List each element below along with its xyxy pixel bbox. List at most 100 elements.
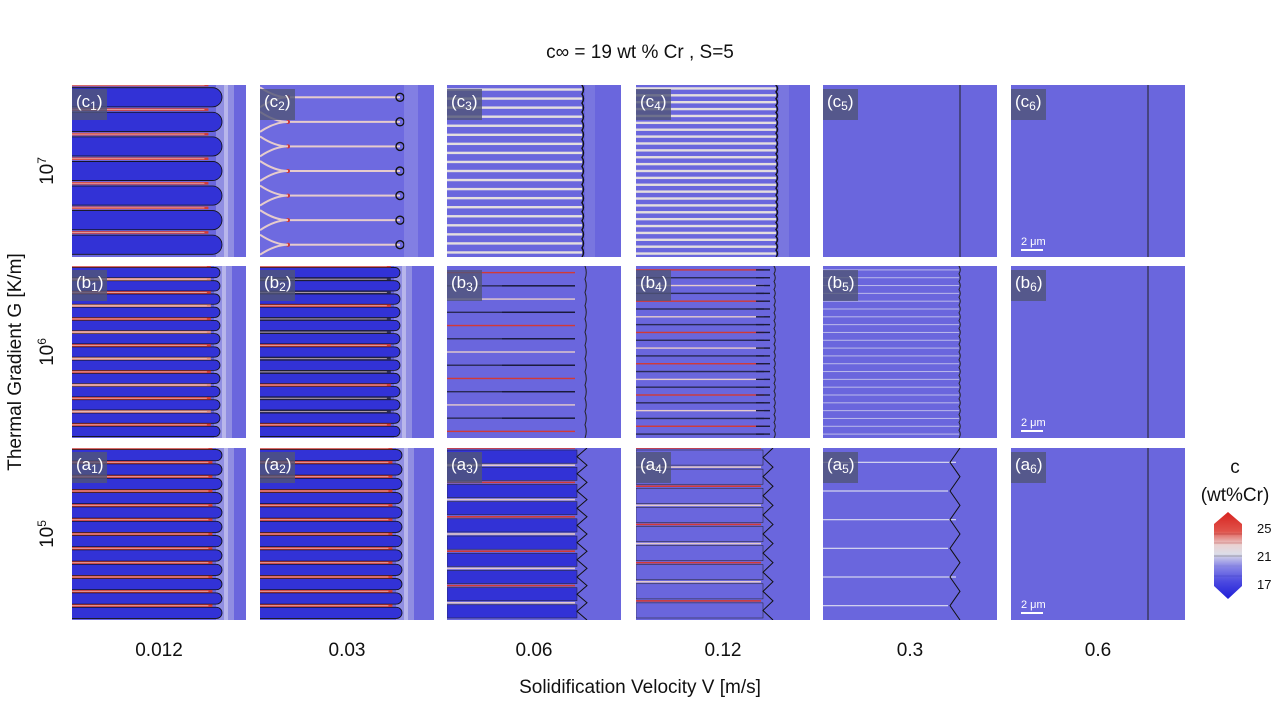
cell xyxy=(447,535,578,550)
panel-label: (a2) xyxy=(260,452,296,483)
cell xyxy=(636,602,764,619)
solute-line xyxy=(823,308,959,310)
solute-line xyxy=(823,277,959,279)
solute-line xyxy=(823,378,959,380)
solute-line xyxy=(636,363,764,365)
y-axis-label: Thermal Gradient G [K/m] xyxy=(5,253,26,471)
cell xyxy=(260,606,403,619)
solute-line xyxy=(447,160,582,164)
panel-a6: (a6) 2 μm xyxy=(1011,448,1185,620)
intercellular-groove xyxy=(447,498,575,501)
solute-line xyxy=(636,142,776,145)
solute-line xyxy=(447,324,575,327)
scale-bar: 2 μm xyxy=(1021,236,1046,251)
cell xyxy=(447,501,578,516)
cell xyxy=(447,587,578,602)
solute-line xyxy=(823,339,959,341)
cell xyxy=(72,520,223,533)
solute-line xyxy=(447,430,575,433)
panel-a2: (a2) xyxy=(260,448,434,620)
cell xyxy=(260,372,401,385)
cell xyxy=(260,412,401,424)
solute-line xyxy=(823,425,959,427)
cell xyxy=(260,549,403,562)
solute-line xyxy=(447,142,582,146)
colorbar-tick-17: 17 xyxy=(1257,577,1272,592)
cell xyxy=(72,606,223,619)
cell xyxy=(636,564,764,581)
solute-line xyxy=(823,519,956,521)
solute-line xyxy=(447,351,575,353)
solute-line xyxy=(636,331,764,334)
colorbar-title-symbol: c xyxy=(1230,457,1240,478)
intercellular-groove xyxy=(447,481,575,484)
solute-line xyxy=(636,402,764,404)
solute-line xyxy=(823,402,959,404)
cell xyxy=(72,136,223,157)
cell xyxy=(72,234,223,255)
solute-line xyxy=(447,298,575,300)
velocity-tick: 0.12 xyxy=(704,640,742,661)
intercellular-groove xyxy=(72,85,209,87)
panel-label: (c2) xyxy=(260,89,295,120)
solute-line xyxy=(636,323,764,326)
solute-line xyxy=(447,97,582,100)
solute-line xyxy=(636,114,776,118)
solute-line xyxy=(636,300,764,302)
cell xyxy=(72,425,221,437)
solute-line xyxy=(636,197,776,200)
colorbar-tick-25: 25 xyxy=(1257,521,1272,536)
solute-line xyxy=(823,269,959,271)
stripe xyxy=(290,145,400,148)
cell xyxy=(636,507,764,523)
panel-label: (c1) xyxy=(72,89,107,120)
panel-c4: (c4) xyxy=(636,85,810,257)
cell xyxy=(72,386,221,398)
panel-label: (c4) xyxy=(636,89,671,120)
cell xyxy=(260,425,401,437)
cell xyxy=(72,578,223,591)
cell xyxy=(447,518,578,533)
panel-label: (c6) xyxy=(1011,89,1046,120)
panel-label: (a3) xyxy=(447,452,483,483)
microstructure-image xyxy=(260,85,434,257)
wavy-front xyxy=(584,266,587,438)
solute-line xyxy=(823,316,959,318)
solute-line xyxy=(823,490,948,492)
intercellular-groove xyxy=(447,567,575,570)
cell xyxy=(636,526,764,542)
cell xyxy=(72,161,223,181)
intercellular-groove xyxy=(447,464,575,466)
cell xyxy=(72,87,223,108)
zigzag-front xyxy=(576,448,588,620)
solute-line xyxy=(636,409,764,412)
intercellular-groove xyxy=(636,600,761,602)
cell xyxy=(72,449,223,462)
solute-line xyxy=(447,178,582,182)
intercellular-groove xyxy=(447,448,575,449)
cell xyxy=(447,484,578,498)
cell xyxy=(260,359,401,371)
cell xyxy=(260,319,401,332)
cell xyxy=(72,563,223,576)
panel-c1: (c1) xyxy=(72,85,246,257)
figure-title: c∞ = 19 wt % Cr , S=5 xyxy=(546,42,734,63)
cell xyxy=(260,346,401,358)
solute-line xyxy=(636,128,776,131)
panel-b6: (b6) 2 μm xyxy=(1011,266,1185,438)
panel-label: (b6) xyxy=(1011,270,1047,301)
panel-b2: (b2) xyxy=(260,266,434,438)
cell xyxy=(260,520,403,533)
solute-line xyxy=(636,433,764,435)
intercellular-groove xyxy=(636,504,761,507)
solute-line xyxy=(636,277,764,279)
intercellular-groove xyxy=(636,542,761,545)
solute-line xyxy=(823,605,948,607)
solute-line xyxy=(636,252,776,255)
solute-line xyxy=(447,187,582,191)
panel-a3: (a3) xyxy=(447,448,621,620)
panel-label: (c3) xyxy=(447,89,482,120)
panel-label: (c5) xyxy=(823,89,858,120)
solute-line xyxy=(636,190,776,193)
intercellular-groove xyxy=(447,584,575,587)
